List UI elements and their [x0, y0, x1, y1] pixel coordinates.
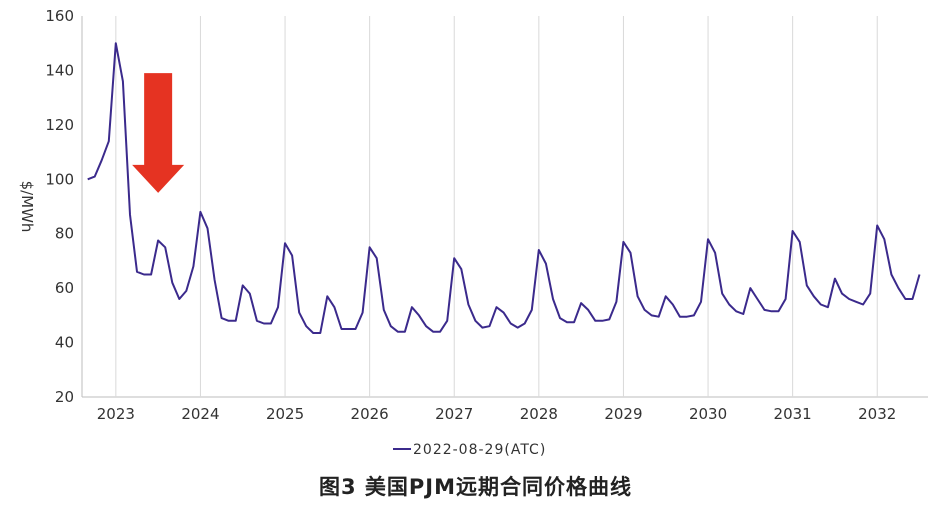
series-line [87, 42, 921, 334]
y-tick-label: 120 [45, 116, 74, 134]
y-tick-label: 140 [45, 61, 74, 79]
legend-label: 2022-08-29(ATC) [413, 442, 546, 458]
x-tick-label: 2028 [520, 405, 558, 423]
x-axis: 2023 2024 2025 2026 2027 2028 2029 2030 2031 2032 [97, 405, 897, 423]
y-tick-label: 60 [55, 279, 74, 297]
y-tick-label: 80 [55, 225, 74, 243]
x-tick-label: 2031 [774, 405, 812, 423]
x-tick-label: 2032 [858, 405, 896, 423]
x-tick-label: 2027 [435, 405, 473, 423]
y-tick-label: 100 [45, 170, 74, 188]
x-tick-label: 2026 [351, 405, 389, 423]
grid-lines [115, 16, 878, 397]
plot-area [81, 16, 928, 398]
annotation-layer [132, 73, 185, 193]
y-axis: 20 40 60 80 100 120 140 160 [45, 7, 74, 406]
x-tick-label: 2030 [689, 405, 727, 423]
y-tick-label: 40 [55, 334, 74, 352]
y-tick-label: 160 [45, 7, 74, 25]
y-axis-label: $/MWh [18, 181, 36, 233]
x-tick-label: 2024 [181, 405, 219, 423]
y-tick-label: 20 [55, 388, 74, 406]
down-arrow-annotation [132, 73, 185, 193]
x-tick-label: 2029 [604, 405, 642, 423]
figure-caption: 图3 美国PJM远期合同价格曲线 [318, 475, 633, 499]
x-tick-label: 2025 [266, 405, 304, 423]
legend: 2022-08-29(ATC) [393, 442, 546, 458]
x-tick-label: 2023 [97, 405, 135, 423]
series-layer [87, 42, 921, 334]
